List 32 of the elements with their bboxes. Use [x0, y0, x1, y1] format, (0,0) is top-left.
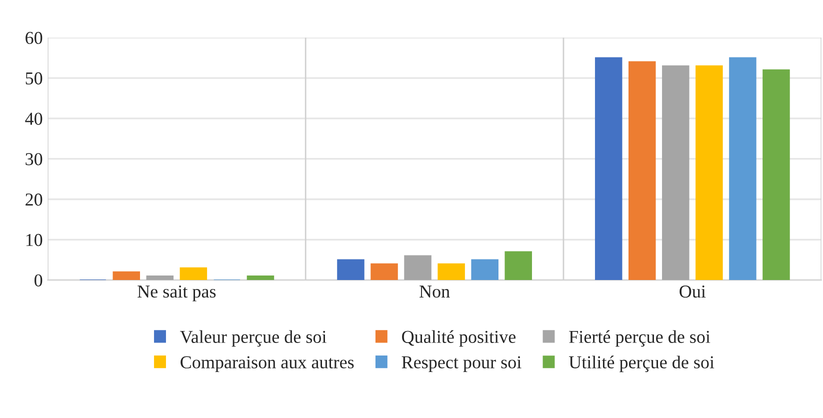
- bar: [112, 271, 140, 280]
- bar: [471, 259, 498, 280]
- y-tick-label: 0: [34, 274, 42, 286]
- bar: [504, 251, 532, 280]
- legend-label: Valeur perçue de soi: [180, 330, 326, 347]
- bar: [762, 69, 790, 280]
- bar: [696, 65, 723, 280]
- bar: [146, 275, 174, 280]
- bar: [594, 57, 622, 280]
- legend-label: Fierté perçue de soi: [569, 330, 710, 347]
- y-tick-label: 10: [26, 234, 42, 246]
- legend-label: Qualité positive: [402, 330, 516, 347]
- y-tick-label: 50: [26, 72, 42, 84]
- bar: [438, 263, 465, 280]
- bar: [180, 267, 208, 280]
- bar: [246, 275, 274, 280]
- y-tick-label: 30: [26, 153, 42, 166]
- y-tick-label: 20: [26, 194, 42, 206]
- x-tick-label: Ne sait pas: [138, 285, 216, 302]
- y-tick-label: 60: [26, 32, 42, 44]
- bar: [337, 259, 364, 280]
- legend-label: Utilité perçue de soi: [568, 356, 714, 372]
- legend-label: Comparaison aux autres: [180, 356, 354, 372]
- x-tick-label: Oui: [680, 285, 706, 298]
- x-tick-label: Non: [420, 286, 450, 298]
- bar: [729, 57, 756, 280]
- bar: [404, 255, 432, 280]
- y-tick-label: 40: [25, 112, 42, 125]
- bar: [662, 65, 690, 280]
- bar: [628, 61, 656, 280]
- legend-label: Respect pour soi: [402, 356, 522, 372]
- bar: [370, 263, 398, 280]
